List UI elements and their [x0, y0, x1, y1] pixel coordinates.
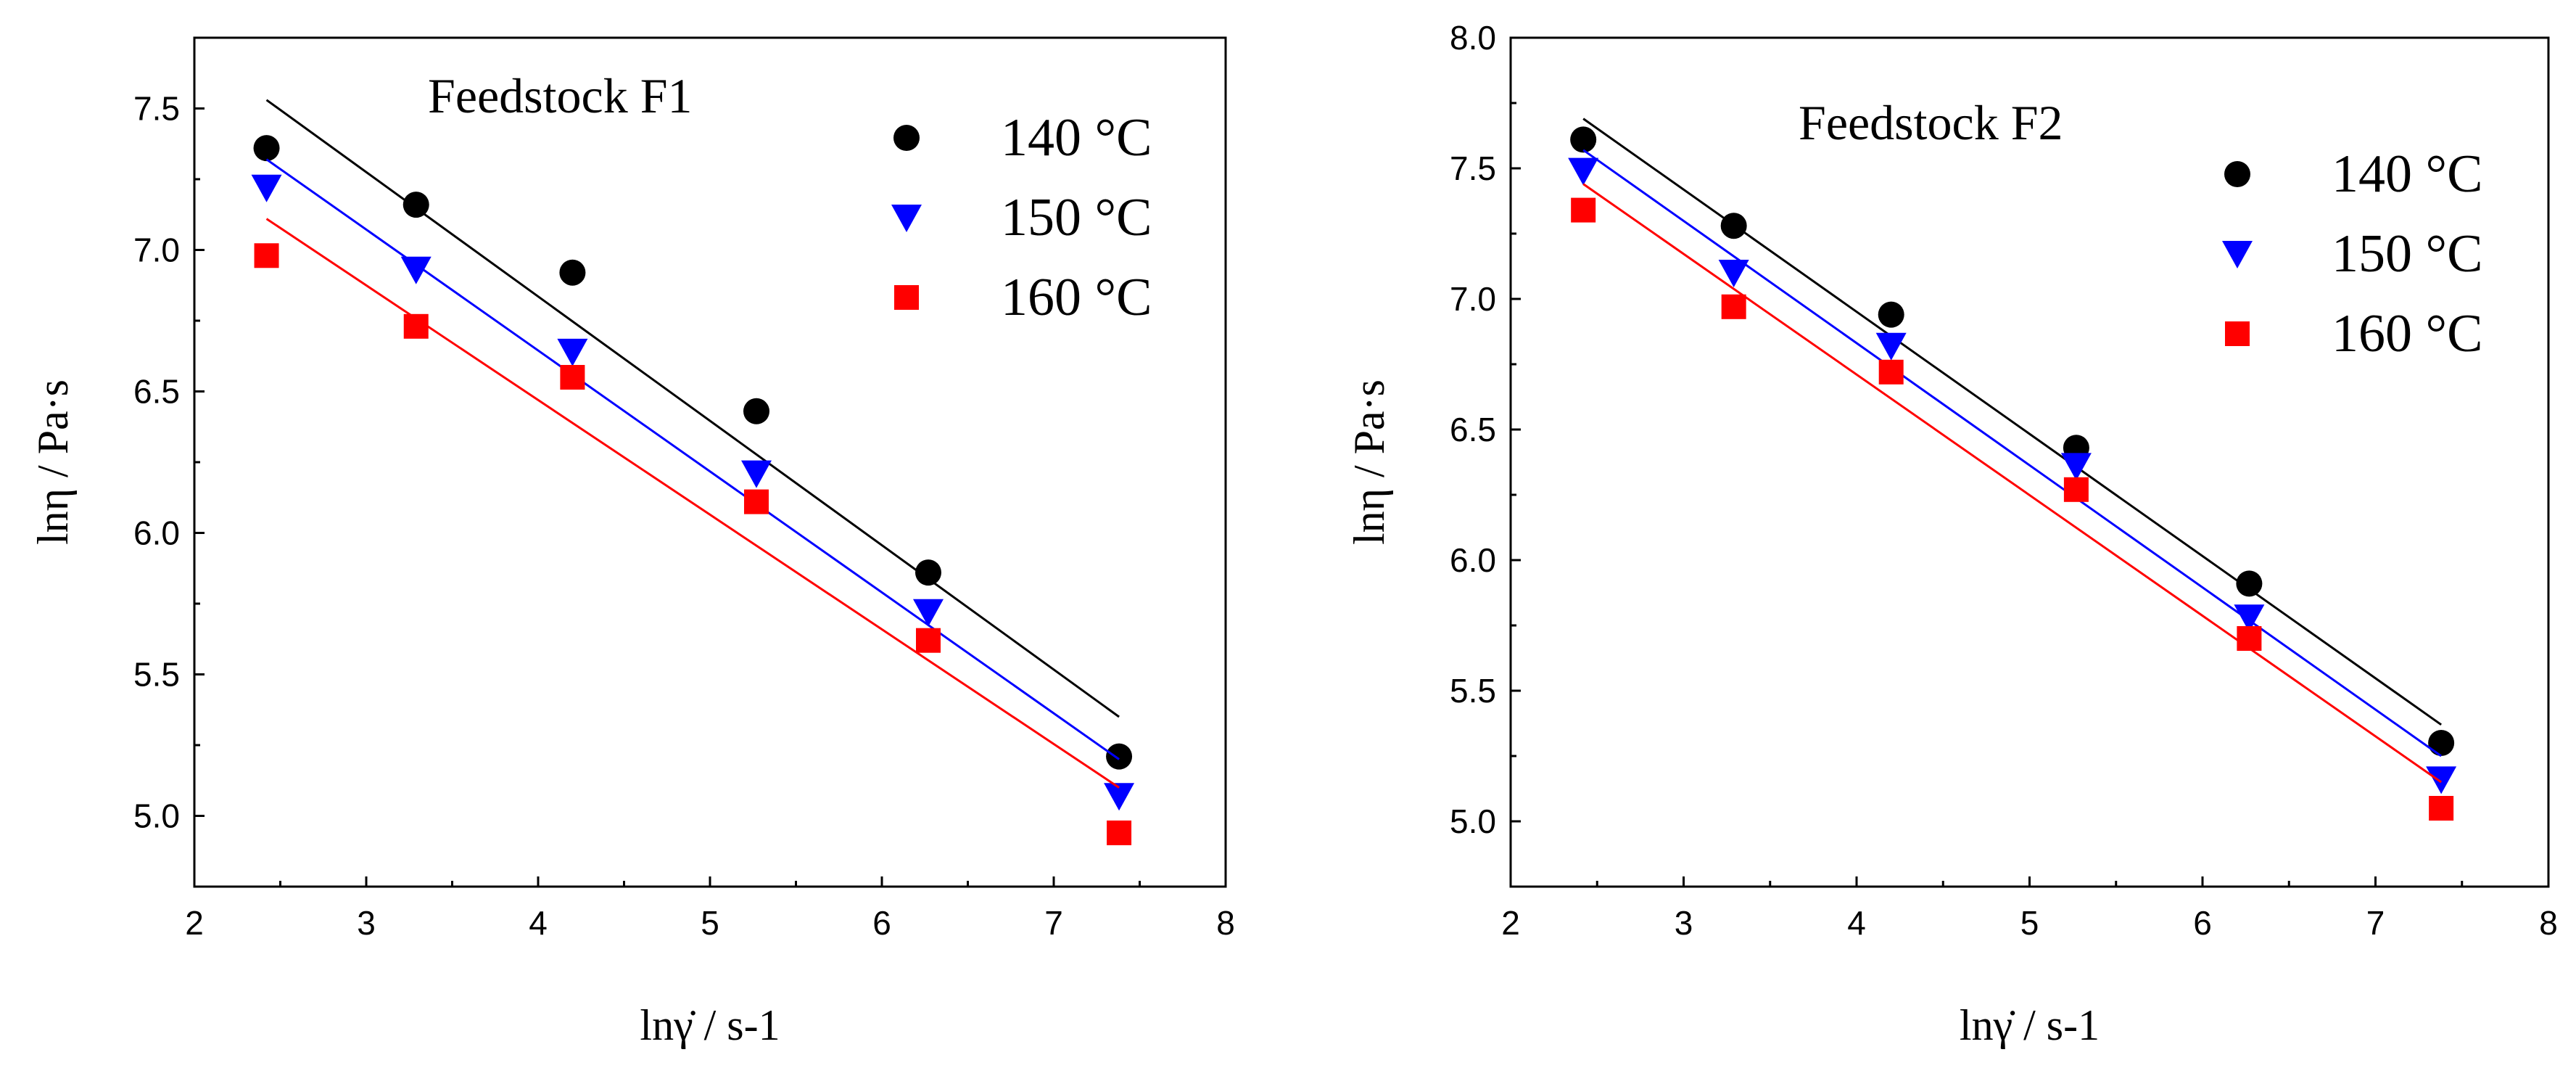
y-tick-label: 5.0	[1450, 802, 1496, 840]
x-tick-label: 2	[1501, 904, 1520, 942]
data-point	[743, 398, 769, 424]
data-point	[1104, 783, 1135, 811]
data-point	[1570, 126, 1597, 153]
data-point	[915, 628, 941, 653]
x-tick-label: 4	[1847, 904, 1866, 942]
y-tick-label: 8.0	[1450, 19, 1496, 57]
y-tick-label: 5.0	[133, 797, 180, 835]
y-tick-label: 7.0	[133, 231, 180, 269]
data-point	[557, 338, 588, 366]
data-point	[1568, 157, 1599, 186]
panel-title: Feedstock F1	[428, 68, 693, 123]
legend-marker	[891, 205, 922, 232]
y-tick-label: 7.5	[1450, 149, 1496, 187]
data-point	[1875, 332, 1907, 361]
data-point	[2429, 796, 2454, 821]
x-axis-title: lnγ̇ / s-1	[1960, 1001, 2100, 1049]
x-tick-label: 5	[701, 904, 719, 942]
legend-marker	[2224, 161, 2250, 187]
y-tick-label: 5.5	[1450, 672, 1496, 710]
series-1	[253, 99, 1133, 770]
data-point	[1878, 359, 1904, 385]
data-point	[2426, 766, 2457, 794]
data-point	[400, 256, 432, 284]
y-tick-label: 6.5	[133, 373, 180, 411]
data-point	[2237, 626, 2262, 651]
series-1	[1570, 118, 2455, 756]
series-3	[254, 218, 1132, 845]
x-tick-label: 5	[2020, 904, 2039, 942]
series-3	[1571, 183, 2454, 821]
legend-label: 160 °C	[1001, 268, 1152, 327]
data-point	[559, 259, 586, 286]
data-point	[560, 365, 585, 390]
data-point	[1571, 197, 1596, 223]
legend-marker	[894, 285, 919, 310]
chart-panel-1: 2 3 4 5 6 7 8 5.0 5.5 6.0 6.5 7.0 7.5 lnγ̇ / s-1 lnη /…	[29, 36, 1235, 1049]
x-tick-label: 3	[357, 904, 376, 942]
x-tick-label: 6	[2193, 904, 2212, 942]
legend-label: 150 °C	[1001, 188, 1152, 247]
y-axis-title: lnη / Pa·s	[29, 379, 77, 545]
legend-label: 140 °C	[1001, 108, 1152, 168]
data-point	[2428, 730, 2455, 756]
series-2	[1568, 149, 2457, 794]
legend-marker	[2222, 241, 2253, 268]
x-tick-label: 7	[2366, 904, 2385, 942]
data-point	[1720, 213, 1747, 239]
data-point	[251, 174, 282, 202]
y-tick-label: 6.5	[1450, 411, 1496, 448]
data-point	[253, 135, 280, 162]
data-point	[915, 559, 941, 586]
data-point	[254, 243, 279, 268]
data-point	[2236, 570, 2263, 597]
fit-line	[1582, 183, 2442, 784]
data-point	[1721, 294, 1746, 319]
y-tick-label: 7.5	[133, 90, 180, 128]
y-axis-title: lnη / Pa·s	[1345, 379, 1393, 545]
x-axis-title: lnγ̇ / s-1	[640, 1001, 780, 1049]
data-point	[403, 313, 429, 339]
x-tick-label: 2	[185, 904, 204, 942]
data-point	[1107, 820, 1132, 845]
y-tick-label: 6.0	[1450, 541, 1496, 579]
x-tick-label: 7	[1044, 904, 1063, 942]
x-tick-label: 6	[872, 904, 891, 942]
data-point	[912, 599, 944, 627]
data-point	[743, 489, 769, 514]
fit-line	[265, 218, 1120, 789]
x-tick-label: 8	[1216, 904, 1235, 942]
legend-label: 140 °C	[2332, 144, 2482, 204]
y-tick-label: 5.5	[133, 656, 180, 694]
data-point	[1718, 260, 1749, 287]
panel-title: Feedstock F2	[1799, 95, 2063, 150]
data-point	[740, 460, 772, 488]
data-point	[402, 192, 429, 218]
x-tick-label: 4	[529, 904, 548, 942]
chart-panel-2: 2 3 4 5 6 7 8 5.0 5.5 6.0 6.5 7.0 7.5 8.0 lnγ̇ / s-1 ln…	[1345, 19, 2558, 1049]
legend-label: 160 °C	[2332, 304, 2482, 363]
x-tick-label: 8	[2539, 904, 2558, 942]
fit-line	[1582, 149, 2442, 757]
data-point	[2063, 477, 2089, 502]
x-tick-label: 3	[1675, 904, 1693, 942]
data-point	[2234, 604, 2265, 633]
legend-marker	[2225, 321, 2250, 346]
y-tick-label: 7.0	[1450, 280, 1496, 318]
data-point	[2060, 453, 2092, 481]
series-2	[251, 158, 1135, 811]
legend-marker	[893, 125, 920, 151]
data-point	[1106, 743, 1133, 770]
legend-label: 150 °C	[2332, 224, 2482, 284]
y-tick-label: 6.0	[133, 514, 180, 552]
data-point	[1878, 301, 1904, 328]
